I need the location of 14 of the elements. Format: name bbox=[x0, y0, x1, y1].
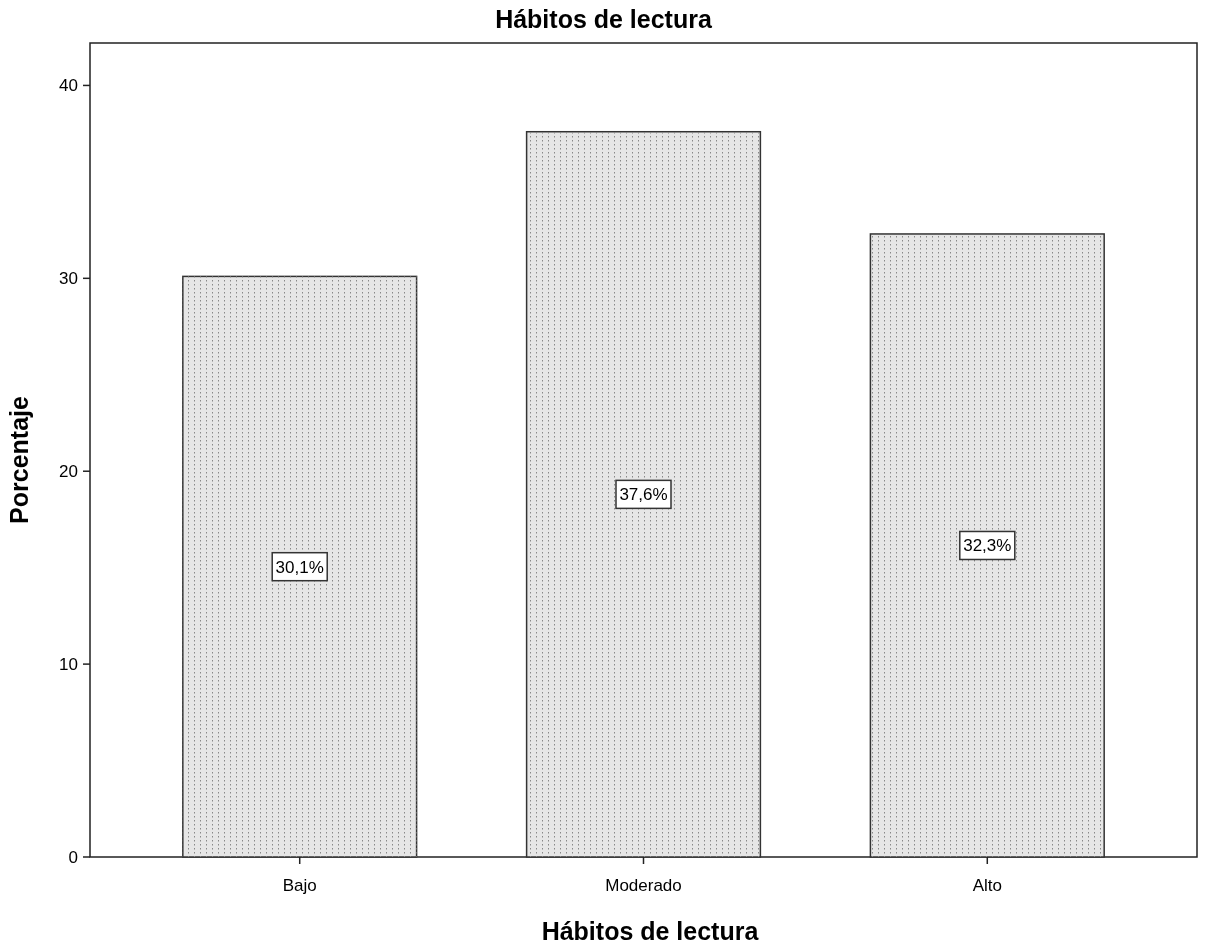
data-label: 37,6% bbox=[619, 485, 668, 505]
x-axis-title: Hábitos de lectura bbox=[541, 917, 760, 944]
data-label: 32,3% bbox=[963, 536, 1012, 556]
y-tick-label: 40 bbox=[59, 76, 78, 96]
x-tick-label: Alto bbox=[972, 876, 1002, 895]
y-axis-title: Porcentaje bbox=[5, 395, 33, 524]
y-tick-label: 10 bbox=[59, 655, 78, 675]
y-tick-label: 0 bbox=[68, 848, 78, 867]
data-label: 30,1% bbox=[275, 557, 324, 577]
x-tick-label: Moderado bbox=[605, 876, 682, 895]
y-tick-label: 30 bbox=[59, 269, 78, 289]
chart-title: Hábitos de lectura bbox=[495, 5, 713, 33]
x-tick-label: Bajo bbox=[282, 876, 317, 895]
y-tick-label: 20 bbox=[59, 462, 78, 482]
